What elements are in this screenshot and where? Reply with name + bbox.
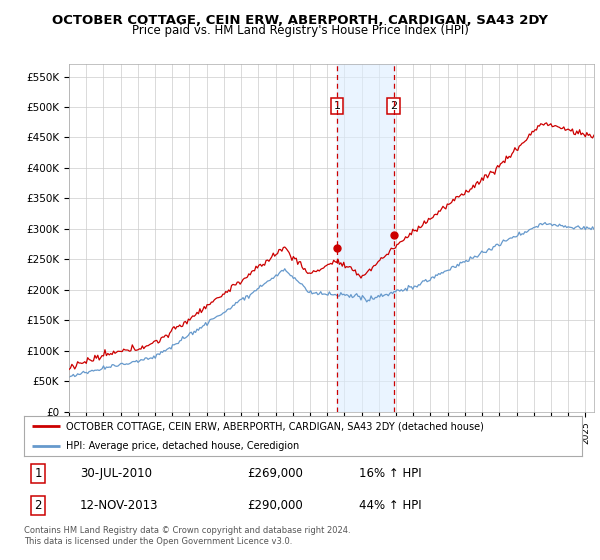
Text: £269,000: £269,000 <box>247 467 303 480</box>
Text: 44% ↑ HPI: 44% ↑ HPI <box>359 499 421 512</box>
Text: 1: 1 <box>34 467 42 480</box>
Text: Contains HM Land Registry data © Crown copyright and database right 2024.
This d: Contains HM Land Registry data © Crown c… <box>24 526 350 546</box>
Text: 30-JUL-2010: 30-JUL-2010 <box>80 467 152 480</box>
Text: 2: 2 <box>390 101 397 111</box>
Text: OCTOBER COTTAGE, CEIN ERW, ABERPORTH, CARDIGAN, SA43 2DY: OCTOBER COTTAGE, CEIN ERW, ABERPORTH, CA… <box>52 14 548 27</box>
Text: 16% ↑ HPI: 16% ↑ HPI <box>359 467 421 480</box>
Text: 12-NOV-2013: 12-NOV-2013 <box>80 499 158 512</box>
Text: Price paid vs. HM Land Registry's House Price Index (HPI): Price paid vs. HM Land Registry's House … <box>131 24 469 37</box>
Text: £290,000: £290,000 <box>247 499 303 512</box>
Text: 1: 1 <box>334 101 341 111</box>
Text: OCTOBER COTTAGE, CEIN ERW, ABERPORTH, CARDIGAN, SA43 2DY (detached house): OCTOBER COTTAGE, CEIN ERW, ABERPORTH, CA… <box>66 421 484 431</box>
Text: HPI: Average price, detached house, Ceredigion: HPI: Average price, detached house, Cere… <box>66 441 299 451</box>
Bar <box>337 64 394 412</box>
Text: 2: 2 <box>34 499 42 512</box>
